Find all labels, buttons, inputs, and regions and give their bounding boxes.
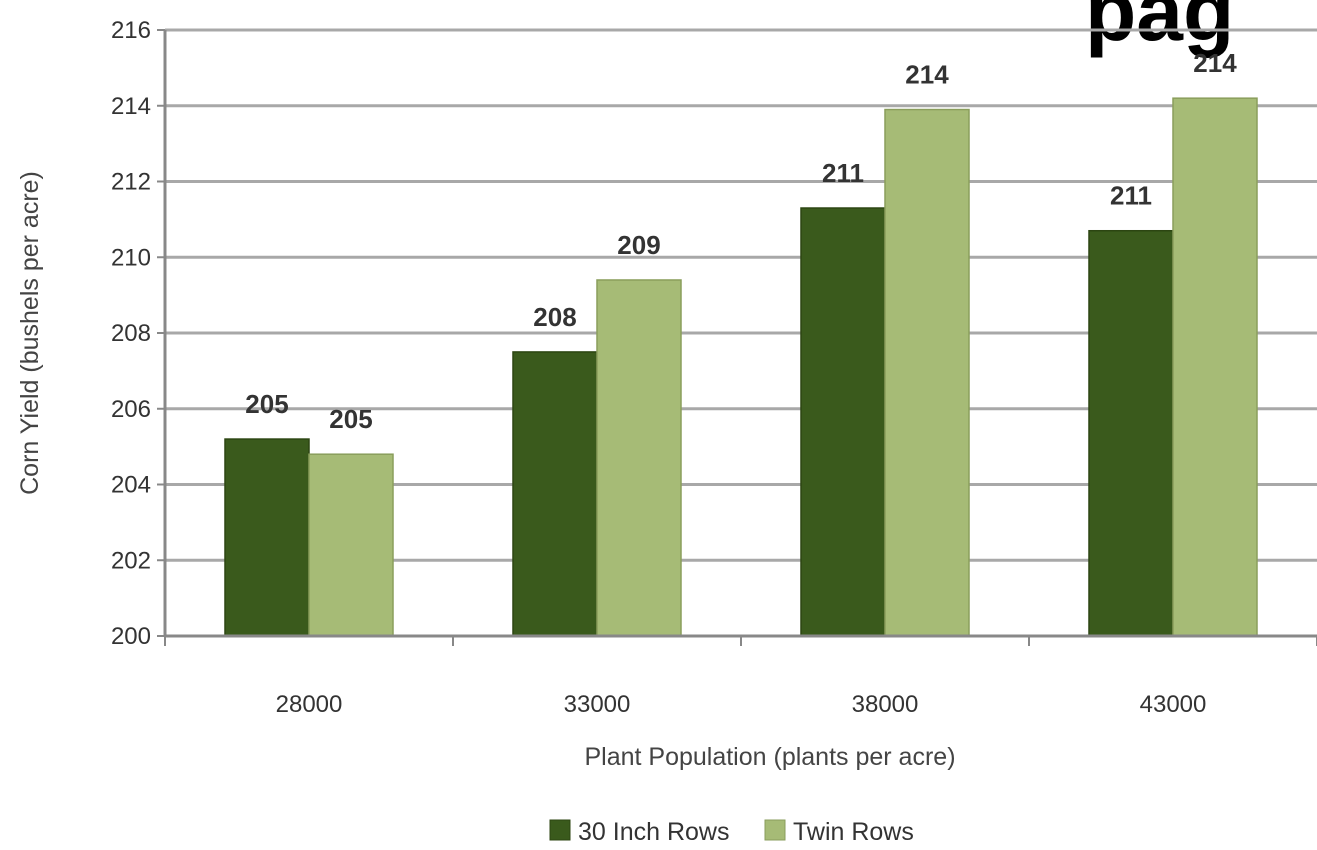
- data-label: 205: [329, 404, 372, 434]
- bars: [224, 97, 1258, 637]
- x-axis-ticks: 28000 33000 38000 43000: [164, 636, 1317, 718]
- data-label: 214: [1193, 48, 1237, 78]
- bar-twin-rows: [1172, 97, 1258, 637]
- y-axis-title: Corn Yield (bushels per acre): [16, 171, 44, 495]
- y-tick-label: 202: [111, 547, 151, 574]
- y-axis-ticks: 200 202 204 206 208 210 212 214 216: [111, 17, 165, 650]
- legend: 30 Inch Rows Twin Rows: [549, 818, 914, 846]
- legend-label: Twin Rows: [793, 818, 914, 846]
- x-tick-label: 38000: [852, 691, 919, 718]
- data-labels: 205 205 208 209 211 214 211 214: [245, 48, 1237, 434]
- data-label: 208: [533, 302, 576, 332]
- y-tick-label: 200: [111, 623, 151, 650]
- y-tick-label: 212: [111, 169, 151, 196]
- x-tick-label: 33000: [564, 691, 631, 718]
- bar-thirty-inch-rows: [224, 438, 310, 637]
- bar-thirty-inch-rows: [1088, 229, 1174, 637]
- y-tick-label: 210: [111, 244, 151, 271]
- data-label: 211: [1110, 181, 1152, 211]
- x-tick-label: 28000: [276, 691, 343, 718]
- data-label: 205: [245, 389, 288, 419]
- data-label: 214: [905, 60, 949, 90]
- y-tick-label: 204: [111, 472, 151, 499]
- y-tick-label: 208: [111, 320, 151, 347]
- data-label: 211: [822, 158, 864, 188]
- bar-twin-rows: [596, 279, 682, 637]
- legend-swatch: [764, 819, 786, 841]
- y-tick-label: 206: [111, 396, 151, 423]
- legend-label: 30 Inch Rows: [578, 818, 729, 846]
- bar-twin-rows: [308, 453, 394, 637]
- bar-thirty-inch-rows: [800, 207, 886, 637]
- bar-thirty-inch-rows: [512, 351, 598, 637]
- legend-swatch: [549, 819, 571, 841]
- y-tick-label: 214: [111, 93, 151, 120]
- bar-twin-rows: [884, 108, 970, 637]
- x-tick-label: 43000: [1140, 691, 1207, 718]
- data-label: 209: [617, 230, 660, 260]
- x-axis-title: Plant Population (plants per acre): [584, 743, 955, 771]
- y-tick-label: 216: [111, 17, 151, 44]
